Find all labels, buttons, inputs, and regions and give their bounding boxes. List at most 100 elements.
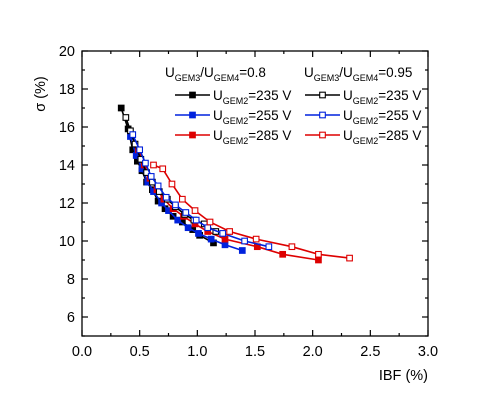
- y-tick-label: 20: [59, 44, 75, 60]
- legend-group-header-part: GEM4: [214, 73, 240, 83]
- legend-entry-label-part: =255 V: [248, 108, 291, 123]
- data-point: [117, 104, 125, 112]
- data-point: [346, 254, 353, 262]
- data-point: [147, 173, 155, 180]
- legend-entry-label: UGEM2=285 V: [343, 128, 421, 146]
- data-point: [238, 247, 246, 254]
- y-tick-label: 14: [59, 158, 75, 174]
- legend-marker: [189, 111, 196, 119]
- x-axis-title: IBF (%): [379, 368, 428, 384]
- legend-entry-label-part: GEM2: [353, 136, 379, 146]
- x-tick-label: 1.5: [245, 344, 265, 360]
- legend-marker: [319, 131, 326, 139]
- data-point: [182, 209, 190, 216]
- y-tick-label: 8: [67, 272, 75, 288]
- data-point: [252, 235, 260, 243]
- x-tick-label: 1.0: [187, 344, 207, 360]
- data-point: [174, 216, 182, 224]
- data-point: [195, 230, 202, 237]
- data-point: [206, 218, 214, 226]
- x-tick-label: 3.0: [418, 344, 438, 360]
- legend-marker: [189, 91, 196, 99]
- legend-entry-label-part: =285 V: [248, 128, 291, 143]
- legend-entry-label-part: U: [213, 128, 223, 143]
- legend-group-header: UGEM3/UGEM4=0.8: [165, 65, 266, 83]
- legend-entry-label-part: GEM2: [353, 116, 379, 126]
- legend-group-header-part: GEM4: [353, 73, 379, 83]
- data-point: [122, 114, 130, 121]
- data-point: [129, 131, 137, 138]
- data-point: [288, 243, 296, 251]
- legend-group-header-part: U: [304, 65, 314, 80]
- legend-entry-label: UGEM2=285 V: [213, 128, 291, 146]
- legend-entry-label-part: U: [343, 128, 353, 143]
- legend-entry-label-part: U: [213, 108, 223, 123]
- legend-group-header: UGEM3/UGEM4=0.95: [304, 65, 412, 83]
- data-point: [219, 230, 227, 237]
- data-point: [221, 241, 229, 249]
- legend-entry-label: UGEM2=255 V: [343, 108, 421, 126]
- legend-entry-label: UGEM2=235 V: [213, 88, 291, 106]
- legend-entry-label-part: GEM2: [223, 136, 249, 146]
- data-point: [241, 237, 248, 245]
- y-tick-label: 10: [59, 234, 75, 250]
- data-point: [172, 201, 179, 209]
- legend-group-header-part: GEM3: [314, 73, 340, 83]
- data-point: [315, 256, 322, 264]
- legend-entry-label-part: GEM2: [223, 116, 249, 126]
- x-tick-label: 0.5: [130, 344, 150, 360]
- data-point: [162, 193, 170, 201]
- data-point: [184, 224, 192, 232]
- legend-entry-label-part: =235 V: [378, 88, 421, 103]
- y-tick-label: 6: [67, 310, 75, 326]
- data-point: [178, 195, 186, 203]
- legend-entry-label-part: U: [213, 88, 223, 103]
- y-axis-title: σ (%): [33, 76, 49, 112]
- legend-entry-label-part: =235 V: [248, 88, 291, 103]
- data-point: [150, 161, 157, 169]
- series-4: [129, 131, 273, 251]
- legend-group-header-part: U: [165, 65, 175, 80]
- axes: 0.0 0.5 1.0 1.5 2.0 2.5 3.0 6 8 10 12 14 16 18 20 IBF (…: [33, 44, 438, 384]
- legend: UGEM3/UGEM4=0.8 UGEM3/UGEM4=0.95UGEM2=235…: [165, 65, 421, 146]
- legend-entry-label: UGEM2=255 V: [213, 108, 291, 126]
- data-layer: [117, 104, 353, 264]
- legend-group-header-part: =0.95: [378, 65, 412, 80]
- data-point: [142, 159, 149, 167]
- data-point: [226, 228, 233, 235]
- legend-entry-label-part: GEM2: [223, 96, 249, 106]
- data-point: [279, 250, 287, 258]
- series-1: [127, 133, 246, 254]
- data-point: [154, 182, 162, 190]
- data-point: [315, 250, 322, 258]
- data-point: [204, 224, 212, 232]
- data-point: [207, 235, 215, 243]
- legend-entry-label-part: U: [343, 88, 353, 103]
- legend-marker: [319, 91, 326, 99]
- x-tick-label: 2.0: [303, 344, 323, 360]
- data-point: [192, 216, 200, 224]
- y-tick-label: 16: [59, 120, 75, 136]
- legend-group-header-part: GEM3: [175, 73, 201, 83]
- data-point: [168, 180, 176, 188]
- y-tick-label: 12: [59, 196, 75, 212]
- legend-group-header-part: /U: [339, 65, 353, 80]
- legend-group-header-part: /U: [200, 65, 214, 80]
- x-tick-label: 2.5: [360, 344, 380, 360]
- legend-marker: [189, 131, 196, 139]
- y-tick-label: 18: [59, 82, 75, 98]
- series-5: [150, 161, 353, 262]
- data-point: [265, 243, 273, 251]
- data-point: [136, 146, 144, 154]
- legend-entry-label-part: =285 V: [378, 128, 421, 143]
- legend-entry-label-part: =255 V: [378, 108, 421, 123]
- legend-entry-label-part: U: [343, 108, 353, 123]
- legend-entry-label-part: GEM2: [353, 96, 379, 106]
- legend-group-header-part: =0.8: [239, 65, 266, 80]
- data-point: [191, 207, 199, 214]
- data-point: [221, 235, 229, 243]
- data-point: [159, 165, 167, 173]
- x-tick-label: 0.0: [72, 344, 92, 360]
- legend-entry-label: UGEM2=235 V: [343, 88, 421, 106]
